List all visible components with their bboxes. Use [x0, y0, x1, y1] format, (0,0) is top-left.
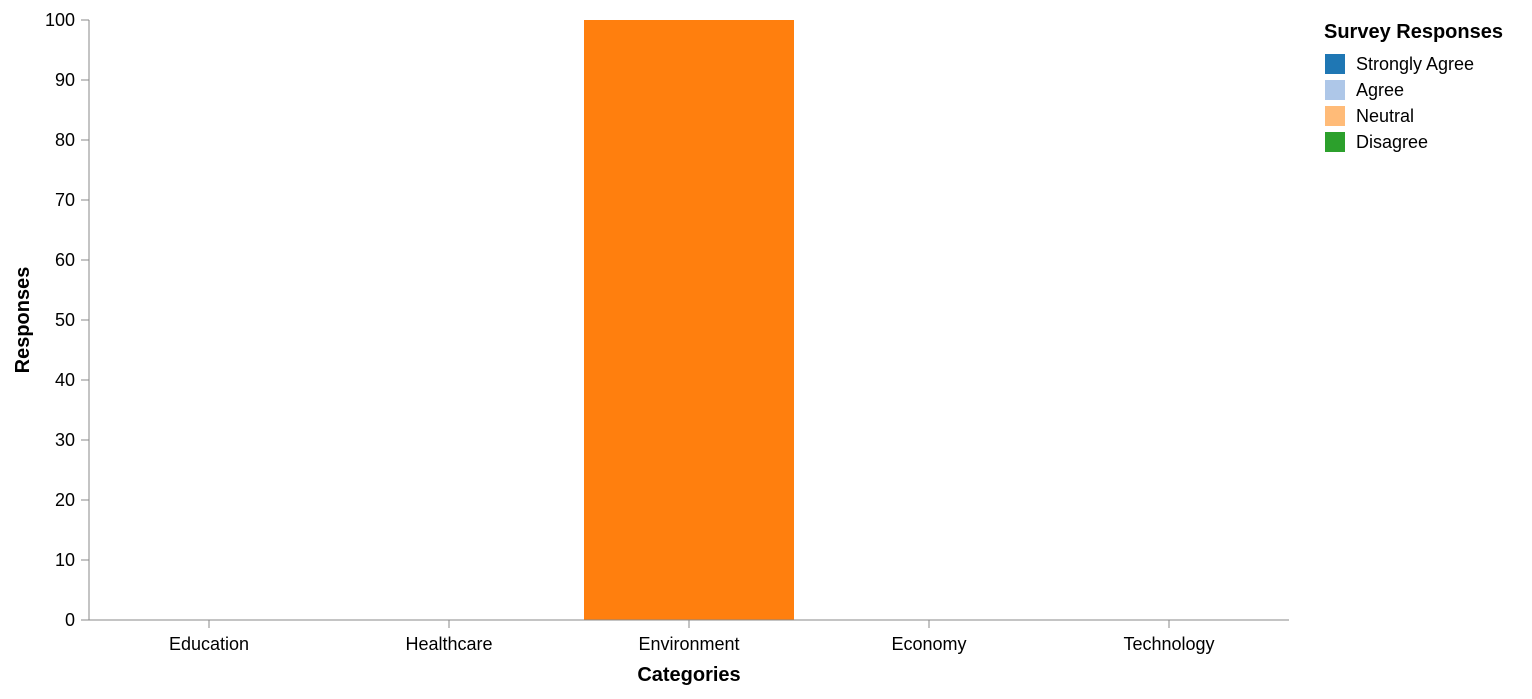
y-tick-label: 0	[65, 610, 75, 630]
y-axis-title: Responses	[12, 267, 34, 374]
y-tick-label: 70	[55, 190, 75, 210]
y-tick-label: 30	[55, 430, 75, 450]
y-tick-label: 60	[55, 250, 75, 270]
y-tick-label: 80	[55, 130, 75, 150]
legend-label-neutral: Neutral	[1356, 106, 1414, 126]
legend-swatch-agree	[1325, 80, 1345, 100]
y-tick-label: 50	[55, 310, 75, 330]
bars-layer	[584, 20, 794, 620]
x-tick-label-education: Education	[169, 634, 249, 654]
legend-swatch-disagree	[1325, 132, 1345, 152]
x-axis: Education Healthcare Environment Economy Tec…	[89, 619, 1289, 654]
legend-label-agree: Agree	[1356, 80, 1404, 100]
y-tick-label: 10	[55, 550, 75, 570]
legend-label-strongly-agree: Strongly Agree	[1356, 54, 1474, 74]
legend-swatch-strongly-agree	[1325, 54, 1345, 74]
x-tick-label-technology: Technology	[1123, 634, 1214, 654]
x-tick-label-economy: Economy	[891, 634, 966, 654]
legend-items: Strongly Agree Agree Neutral Disagree	[1325, 54, 1474, 152]
y-tick-label: 90	[55, 70, 75, 90]
x-tick-label-environment: Environment	[638, 634, 739, 654]
legend-title: Survey Responses	[1324, 21, 1503, 43]
x-tick-label-healthcare: Healthcare	[405, 634, 492, 654]
legend: Survey Responses Strongly Agree Agree Neut…	[1324, 21, 1503, 152]
y-tick-label: 40	[55, 370, 75, 390]
y-tick-label: 20	[55, 490, 75, 510]
bar-environment-series-4	[584, 20, 794, 620]
legend-swatch-neutral	[1325, 106, 1345, 126]
y-tick-label: 100	[45, 10, 75, 30]
legend-label-disagree: Disagree	[1356, 132, 1428, 152]
y-axis: 0 10 20 30 40 50 60 70 80 90 100	[45, 10, 90, 630]
x-axis-title: Categories	[637, 664, 740, 686]
